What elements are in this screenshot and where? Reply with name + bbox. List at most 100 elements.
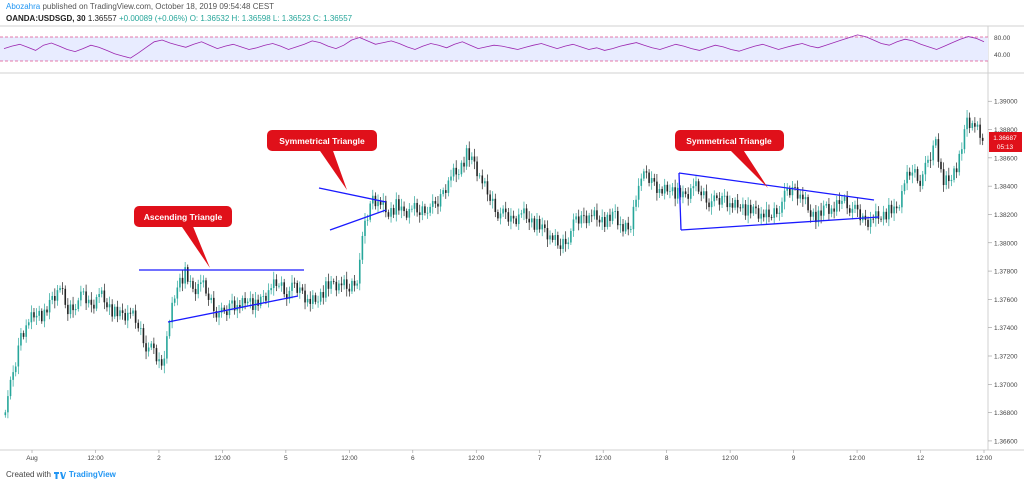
candle (113, 304, 116, 320)
candle (682, 185, 684, 204)
candle (437, 196, 439, 215)
candle (674, 179, 676, 207)
candle (609, 208, 611, 227)
candle-body (220, 307, 223, 313)
candle (752, 203, 755, 216)
candle-body (742, 204, 744, 209)
candle-body (476, 161, 478, 177)
candle-body (716, 195, 718, 199)
candle-body (85, 291, 87, 304)
candle (676, 182, 679, 204)
candle-body (103, 290, 106, 303)
candle (559, 238, 562, 256)
time-tick-label: 12:00 (214, 455, 231, 462)
candle (958, 150, 961, 176)
candle-body (875, 211, 877, 219)
candle-body (744, 204, 747, 216)
candle-body (502, 208, 504, 214)
candle (327, 273, 330, 297)
candle (564, 231, 567, 252)
candle-body (796, 187, 799, 199)
candle-body (934, 139, 937, 146)
candle (877, 206, 880, 224)
price-change: +0.00089 (+0.06%) (118, 14, 188, 23)
candle-body (33, 312, 35, 318)
time-tick-label: 12:00 (722, 455, 739, 462)
author-link[interactable]: Abozahra (6, 2, 41, 11)
candle (100, 287, 103, 298)
candle (431, 194, 434, 214)
sym-triangle-2-upper[interactable] (678, 172, 875, 201)
candle (955, 162, 958, 179)
candle (127, 305, 129, 329)
time-tick-label: 12:00 (87, 455, 104, 462)
callout-symmetrical-triangle-2: Symmetrical Triangle (675, 130, 784, 188)
candle (390, 202, 392, 223)
candle-body (442, 190, 444, 195)
candle (929, 152, 932, 168)
candle (504, 201, 507, 219)
price-tick-label: 1.38800 (994, 127, 1018, 134)
callout-pointer (728, 148, 768, 188)
candle-body (609, 214, 611, 221)
candle (744, 200, 747, 220)
candles (4, 110, 984, 419)
candle (567, 237, 570, 250)
candle (35, 308, 38, 326)
candle-body (158, 359, 160, 362)
sym-triangle-2-left-edge[interactable] (678, 172, 682, 231)
candle (145, 335, 147, 360)
candle-body (186, 267, 189, 282)
sym-triangle-1-upper[interactable] (318, 187, 387, 203)
current-price-tag: 1.36687 05:13 (989, 132, 1022, 152)
candle (890, 200, 893, 218)
candle (937, 133, 940, 168)
candle (525, 204, 528, 224)
candle-body (820, 210, 822, 216)
candle (160, 354, 163, 370)
candle-body (100, 290, 103, 295)
candle-body (848, 208, 851, 213)
candle-body (14, 366, 17, 373)
candle-body (961, 149, 963, 154)
candle-body (606, 214, 609, 227)
candle-body (653, 178, 656, 182)
candle-body (358, 259, 361, 284)
candle-body (348, 288, 351, 292)
candle-body (721, 195, 723, 205)
candle (465, 144, 468, 170)
candle-body (856, 204, 859, 210)
symbol-label: OANDA:USDSGD, 30 (6, 14, 86, 23)
candle (90, 292, 93, 313)
candle-body (888, 204, 890, 220)
candle (491, 191, 494, 209)
candle-body (593, 210, 596, 217)
candle (129, 307, 132, 319)
sym-triangle-2-lower[interactable] (680, 216, 880, 231)
candle-body (163, 358, 166, 366)
candle (306, 294, 309, 307)
candle-body (794, 187, 796, 188)
candle (463, 156, 465, 173)
candle (530, 213, 533, 228)
ascending-triangle-support[interactable] (167, 295, 299, 323)
candle (40, 308, 43, 324)
tradingview-brand[interactable]: TradingView (68, 470, 116, 479)
candle-body (64, 288, 67, 305)
candle (98, 288, 100, 303)
candle (72, 296, 74, 318)
candle (351, 278, 353, 295)
candle (544, 220, 546, 233)
candle (817, 206, 820, 227)
last-price: 1.36557 (87, 14, 117, 23)
low-value: L: 1.36523 (272, 14, 311, 23)
candle-body (95, 297, 98, 309)
candle (267, 283, 270, 308)
candle-body (648, 172, 650, 183)
candle (80, 285, 82, 307)
candle-body (395, 199, 398, 215)
sym-triangle-1-lower[interactable] (329, 209, 387, 231)
candle-body (580, 215, 583, 224)
candle (202, 275, 205, 288)
